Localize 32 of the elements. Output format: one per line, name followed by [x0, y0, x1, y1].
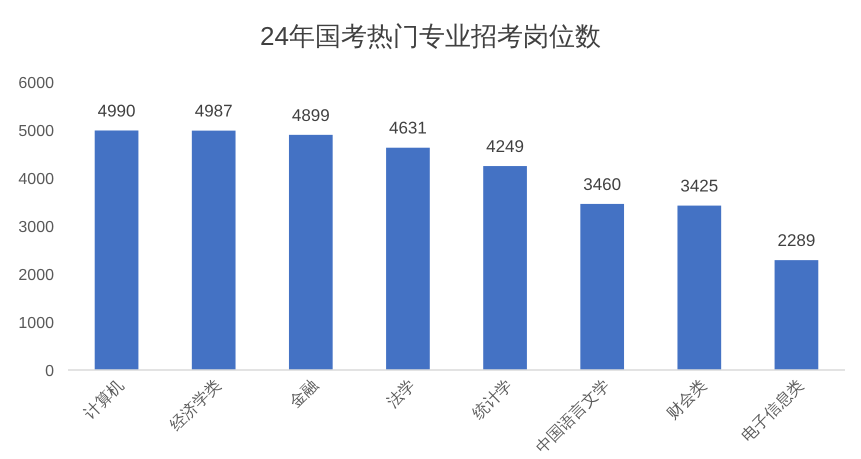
- chart-title: 24年国考热门专业招考岗位数: [260, 21, 601, 51]
- data-label: 3460: [583, 174, 622, 194]
- y-tick-label: 0: [45, 363, 54, 380]
- x-tick-label: 计算机: [80, 376, 128, 423]
- bar: [288, 134, 333, 370]
- bar: [386, 148, 430, 370]
- y-tick-label: 6000: [18, 75, 54, 92]
- y-tick-label: 4000: [18, 171, 54, 188]
- data-label: 4899: [292, 106, 330, 125]
- x-tick-label: 财会类: [663, 376, 710, 423]
- data-label: 4987: [194, 102, 233, 121]
- data-label: 2289: [778, 231, 816, 250]
- bar: [192, 130, 236, 370]
- data-label: 4249: [486, 137, 524, 156]
- y-tick-label: 2000: [18, 267, 54, 284]
- bar: [774, 260, 818, 370]
- bar: [483, 166, 527, 370]
- bar: [94, 130, 138, 370]
- x-tick-label: 经济学类: [166, 376, 225, 434]
- x-tick-label: 中国语言文学: [532, 376, 614, 457]
- data-label: 3425: [680, 176, 718, 196]
- y-tick-label: 3000: [18, 219, 54, 236]
- data-label: 4990: [98, 101, 136, 120]
- y-tick-label: 5000: [18, 123, 54, 140]
- x-tick-label: 金融: [286, 376, 322, 412]
- y-tick-label: 1000: [18, 315, 54, 332]
- x-tick-label: 统计学: [469, 376, 516, 423]
- x-tick-label: 法学: [383, 376, 419, 412]
- x-tick-label: 电子信息类: [738, 376, 808, 446]
- data-label: 4631: [389, 118, 427, 138]
- bar: [580, 204, 624, 370]
- bar: [677, 206, 722, 370]
